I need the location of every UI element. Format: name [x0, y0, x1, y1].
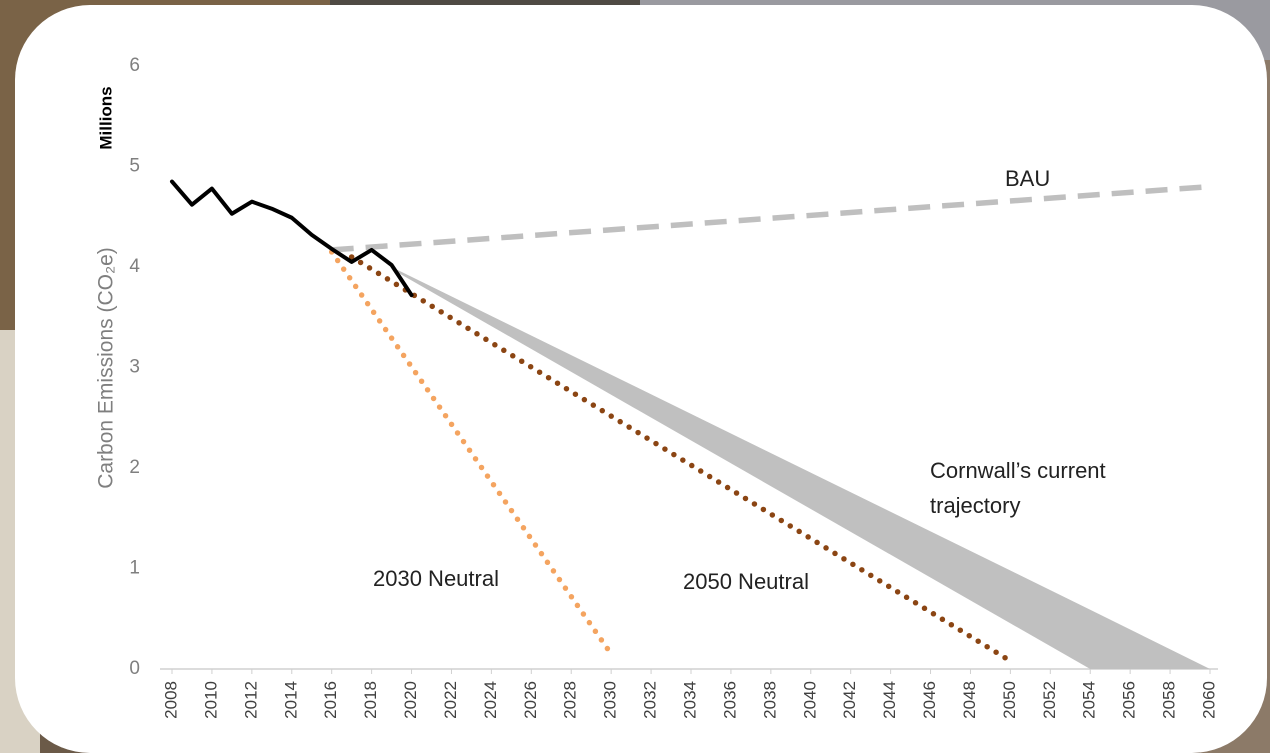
- y-tick-label: 3: [129, 357, 140, 378]
- x-tick-label: 2054: [1080, 681, 1099, 719]
- y-axis-label: Carbon Emissions (CO₂e): [95, 247, 118, 489]
- x-tick-label: 2012: [241, 681, 260, 719]
- x-tick-label: 2050: [1000, 681, 1019, 719]
- x-tick-label: 2014: [281, 681, 300, 719]
- x-tick-label: 2046: [920, 681, 939, 719]
- x-tick-label: 2028: [561, 681, 580, 719]
- x-tick-label: 2042: [840, 681, 859, 719]
- x-tick-label: 2040: [800, 681, 819, 719]
- x-tick-label: 2024: [481, 681, 500, 719]
- x-tick-label: 2036: [720, 681, 739, 719]
- x-tick-label: 2026: [521, 681, 540, 719]
- x-tick-label: 2048: [960, 681, 979, 719]
- x-tick-label: 2008: [161, 681, 180, 719]
- y-unit: Millions: [96, 86, 115, 149]
- y-tick-label: 2: [129, 457, 140, 478]
- x-tick-label: 2016: [321, 681, 340, 719]
- x-tick-label: 2030: [601, 681, 620, 719]
- x-tick-label: 2010: [201, 681, 220, 719]
- x-tick-label: 2018: [361, 681, 380, 719]
- series-label: 2050 Neutral: [683, 569, 809, 594]
- x-tick-label: 2022: [441, 681, 460, 719]
- x-tick-label: 2044: [880, 681, 899, 719]
- page: Millions Carbon Emissions (CO₂e) 0 1 2 3 4 5 6…: [0, 0, 1270, 753]
- x-tick-label: 2060: [1199, 681, 1218, 719]
- x-tick-label: 2056: [1120, 681, 1139, 719]
- trajectory-label: trajectory: [930, 493, 1020, 518]
- y-tick-label: 4: [129, 256, 140, 277]
- trajectory-label: Cornwall’s current: [930, 458, 1106, 483]
- series-label: 2030 Neutral: [373, 566, 499, 591]
- y-tick-label: 1: [129, 558, 140, 579]
- y-tick-label: 0: [129, 658, 140, 679]
- x-tick-label: 2058: [1160, 681, 1179, 719]
- y-tick-label: 6: [129, 55, 140, 76]
- x-tick-label: 2020: [401, 681, 420, 719]
- series-label: BAU: [1005, 166, 1050, 191]
- x-tick-label: 2038: [760, 681, 779, 719]
- x-tick-label: 2052: [1040, 681, 1059, 719]
- y-tick-label: 5: [129, 156, 140, 177]
- x-tick-label: 2034: [680, 681, 699, 719]
- x-tick-label: 2032: [641, 681, 660, 719]
